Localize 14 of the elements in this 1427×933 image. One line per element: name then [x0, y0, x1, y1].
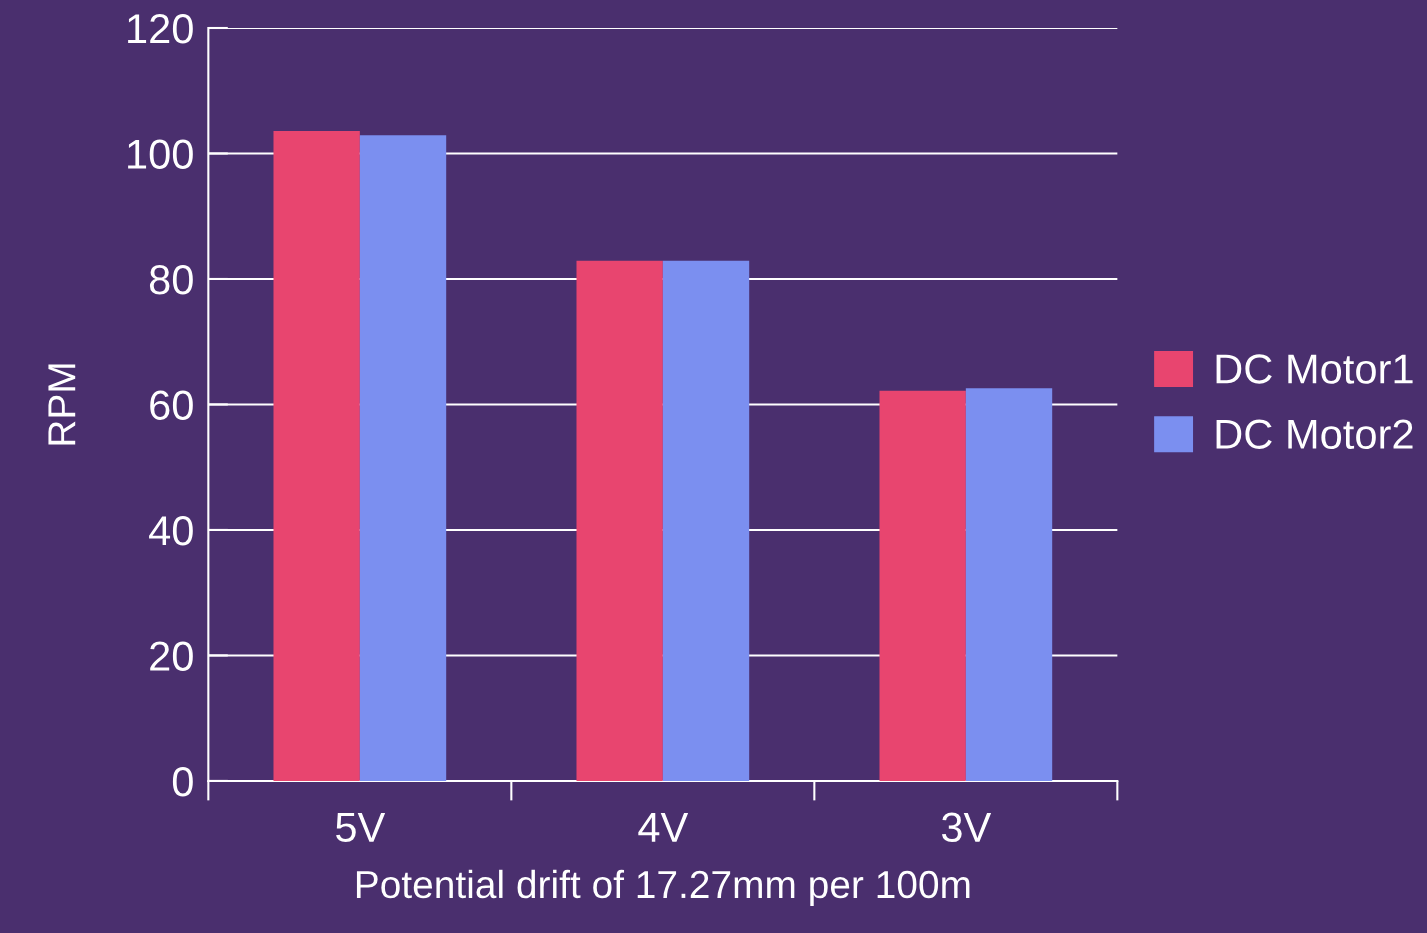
y-tick-label: 100 — [128, 139, 193, 169]
y-tick-label: 0 — [172, 766, 193, 797]
y-tick-label: 20 — [150, 641, 193, 671]
y-tick-label: 120 — [128, 13, 193, 44]
legend-label: DC Motor1 — [1216, 354, 1413, 384]
x-tick-label: 3V — [941, 812, 992, 843]
y-axis-title: RPM — [48, 364, 76, 445]
y-tick-label: 60 — [150, 390, 193, 420]
legend-label: DC Motor2 — [1216, 419, 1413, 450]
x-tick-label: 5V — [336, 813, 386, 843]
x-tick-label: 4V — [638, 813, 689, 842]
y-tick-label: 40 — [149, 515, 193, 546]
y-tick-label: 80 — [149, 264, 193, 295]
x-axis-title: Potential drift of 17.27mm per 100m — [356, 869, 970, 907]
